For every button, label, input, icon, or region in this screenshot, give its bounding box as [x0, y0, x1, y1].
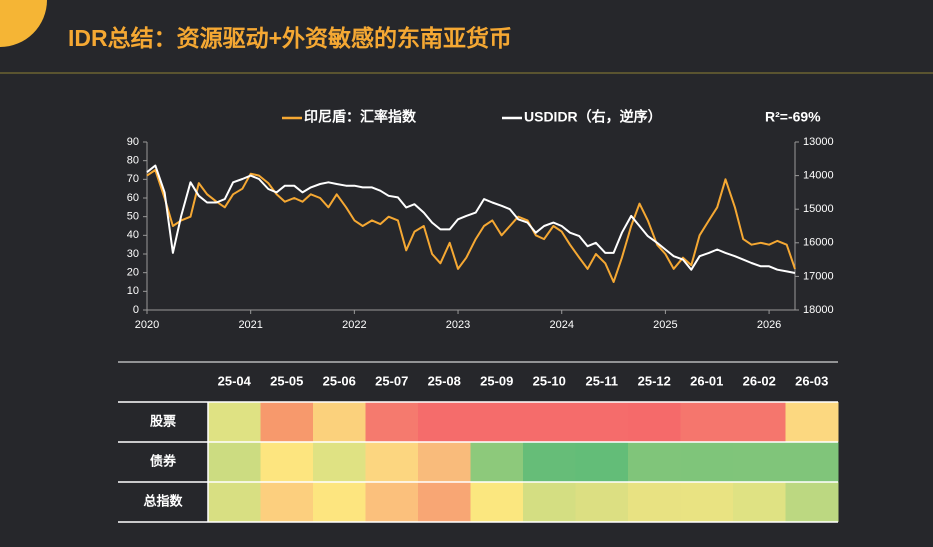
heat-cell — [470, 402, 524, 442]
y2-tick-label: 18000 — [803, 304, 834, 316]
legend-label: USDIDR（右，逆序） — [524, 109, 662, 125]
x-tick-label: 2026 — [757, 319, 781, 331]
y2-tick-label: 13000 — [803, 136, 834, 148]
series-line — [146, 169, 796, 283]
row-label: 债券 — [150, 453, 177, 468]
column-header: 25-10 — [533, 373, 566, 388]
heat-cell — [523, 482, 576, 522]
series-line — [146, 164, 796, 274]
column-header: 25-04 — [218, 373, 252, 388]
y-tick-label: 0 — [133, 304, 139, 316]
heat-cell — [785, 442, 839, 482]
heat-cell — [365, 402, 419, 442]
heat-cell — [680, 402, 734, 442]
heat-cell — [313, 482, 366, 522]
y-tick-label: 70 — [127, 173, 139, 185]
heat-cell — [418, 402, 471, 442]
heat-cell — [208, 482, 261, 522]
heat-cell — [575, 442, 629, 482]
heat-cell — [680, 482, 734, 522]
heat-cell — [260, 482, 314, 522]
column-header: 25-07 — [375, 373, 408, 388]
slide-title: IDR总结：资源驱动+外资敏感的东南亚货币 — [68, 25, 512, 51]
annotation: R²=-69% — [765, 109, 821, 125]
y-tick-label: 40 — [127, 229, 139, 241]
heat-cell — [208, 442, 261, 482]
heat-cell — [523, 442, 576, 482]
x-tick-label: 2023 — [446, 319, 470, 331]
x-tick-label: 2025 — [653, 319, 677, 331]
heat-cell — [785, 482, 839, 522]
corner-decoration — [0, 0, 47, 47]
heat-cell — [523, 402, 576, 442]
y2-tick-label: 16000 — [803, 237, 834, 249]
heat-cell — [628, 402, 681, 442]
heat-cell — [628, 442, 681, 482]
column-header: 25-06 — [323, 373, 356, 388]
row-label: 股票 — [150, 413, 176, 428]
x-tick-label: 2021 — [238, 319, 262, 331]
y-tick-label: 10 — [127, 285, 139, 297]
x-tick-label: 2020 — [135, 319, 159, 331]
heat-cell — [313, 442, 366, 482]
heat-cell — [260, 402, 314, 442]
heat-cell — [470, 482, 524, 522]
heat-cell — [470, 442, 524, 482]
heat-cell — [733, 402, 786, 442]
heat-cell — [628, 482, 681, 522]
row-label: 总指数 — [143, 493, 183, 508]
heat-cell — [208, 402, 261, 442]
column-header: 26-01 — [690, 373, 723, 388]
y-tick-label: 90 — [127, 136, 139, 148]
heat-cell — [680, 442, 734, 482]
heat-cell — [785, 402, 839, 442]
y-tick-label: 50 — [127, 211, 139, 223]
column-header: 25-08 — [428, 373, 461, 388]
y-tick-label: 60 — [127, 192, 139, 204]
y2-tick-label: 17000 — [803, 270, 834, 282]
heat-cell — [418, 482, 471, 522]
x-tick-label: 2024 — [549, 319, 573, 331]
heat-cell — [313, 402, 366, 442]
column-header: 25-12 — [638, 373, 671, 388]
y-tick-label: 30 — [127, 248, 139, 260]
y2-tick-label: 14000 — [803, 170, 834, 182]
column-header: 25-11 — [585, 373, 618, 388]
heat-cell — [575, 402, 629, 442]
x-tick-label: 2022 — [342, 319, 366, 331]
heat-cell — [260, 442, 314, 482]
column-header: 26-02 — [743, 373, 776, 388]
heat-cell — [365, 442, 419, 482]
column-header: 25-05 — [270, 373, 303, 388]
heat-cell — [733, 482, 786, 522]
heat-cell — [418, 442, 471, 482]
heat-cell — [733, 442, 786, 482]
y2-tick-label: 15000 — [803, 203, 834, 215]
legend-label: 印尼盾：汇率指数 — [304, 109, 417, 125]
heat-cell — [575, 482, 629, 522]
column-header: 26-03 — [795, 373, 828, 388]
column-header: 25-09 — [480, 373, 513, 388]
y-tick-label: 20 — [127, 267, 139, 279]
y-tick-label: 80 — [127, 155, 139, 167]
heat-cell — [365, 482, 419, 522]
